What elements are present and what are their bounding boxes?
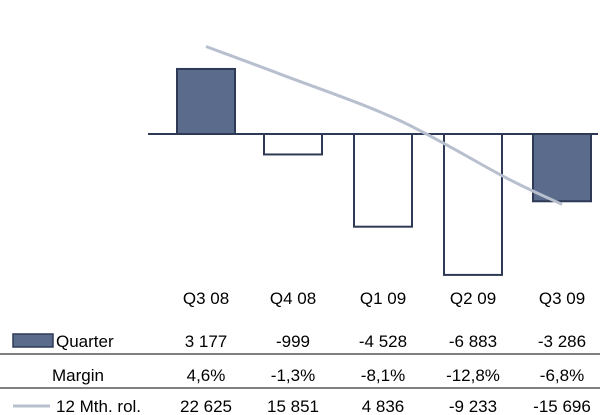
table-cell: 4,6% xyxy=(187,366,226,385)
table-cell: 22 625 xyxy=(180,397,232,415)
quarter-bars xyxy=(176,67,592,276)
table-cell: -15 696 xyxy=(533,397,591,415)
row-label-table-row: Margin xyxy=(52,366,104,385)
rolling-12m-line xyxy=(205,45,563,206)
bar-q3-09 xyxy=(532,133,592,203)
row-label-bar: Quarter xyxy=(56,332,114,351)
row-label-line: 12 Mth. rol. xyxy=(56,397,141,415)
table-cell: -4 528 xyxy=(359,332,407,351)
table-cell: -9 233 xyxy=(449,397,497,415)
quarter-legend-swatch xyxy=(12,333,54,348)
table-cell: -12,8% xyxy=(446,366,500,385)
table-cell: -8,1% xyxy=(361,366,405,385)
table-cell: -1,3% xyxy=(271,366,315,385)
table-cell: -999 xyxy=(276,332,310,351)
x-tick-label: Q3 08 xyxy=(183,289,229,308)
bar-q3-08 xyxy=(176,67,236,135)
table-cell: 15 851 xyxy=(267,397,319,415)
data-table: Quarter 3 177 -999 -4 528 -6 883 -3 286 Margin… xyxy=(0,332,600,415)
x-axis-tick-labels: Q3 08 Q4 08 Q1 09 Q2 09 Q3 09 xyxy=(183,289,585,308)
table-cell: -6 883 xyxy=(449,332,497,351)
bar-q4-08 xyxy=(263,133,323,156)
table-cell: -6,8% xyxy=(540,366,584,385)
x-tick-label: Q2 09 xyxy=(450,289,496,308)
x-tick-label: Q1 09 xyxy=(360,289,406,308)
table-cell: 3 177 xyxy=(185,332,228,351)
table-cell: 4 836 xyxy=(362,397,405,415)
table-cell: -3 286 xyxy=(538,332,586,351)
x-tick-label: Q3 09 xyxy=(539,289,585,308)
bar-q1-09 xyxy=(353,133,413,228)
x-tick-label: Q4 08 xyxy=(270,289,316,308)
bar-q2-09 xyxy=(443,133,503,276)
